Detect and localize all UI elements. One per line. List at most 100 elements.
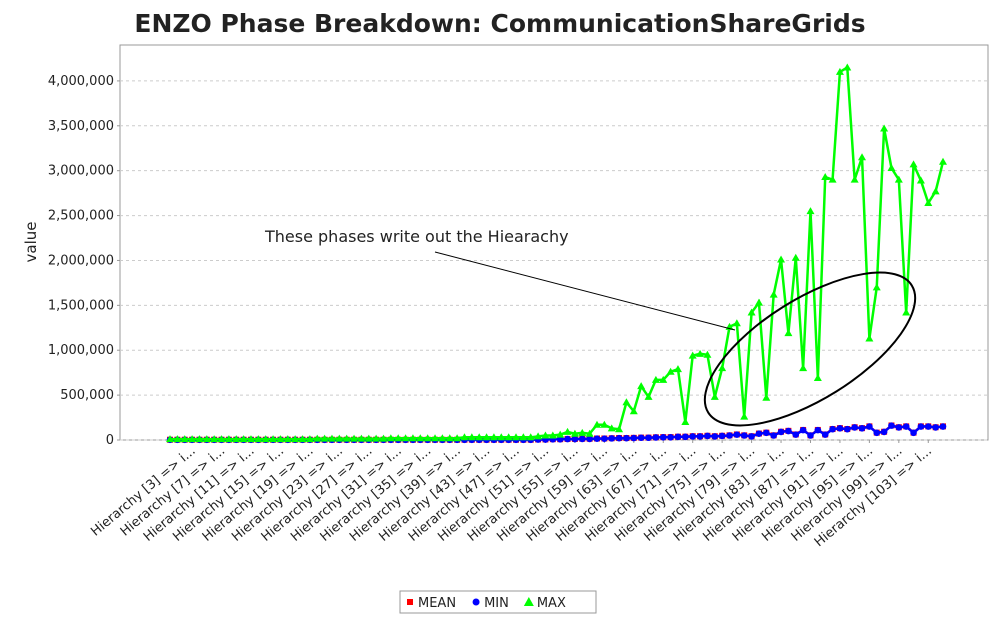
point [836,425,844,432]
point [784,329,793,337]
point [438,434,447,442]
point [666,367,675,375]
point [880,428,888,436]
legend-marker [407,599,413,605]
point [740,412,749,420]
y-tick-label: 500,000 [60,388,114,403]
point [726,432,733,439]
point [254,435,263,443]
point [578,428,587,436]
point [541,431,550,439]
point [718,364,727,372]
y-tick-label: 2,500,000 [48,209,114,224]
point [799,426,807,434]
point [873,429,881,437]
point [939,423,947,430]
point [732,319,741,327]
point [195,435,204,443]
point [821,431,829,438]
point [475,433,484,441]
point [489,433,498,441]
point [526,433,535,441]
point [423,434,432,442]
y-tick-label: 3,000,000 [48,164,114,179]
point [755,430,763,438]
point [239,435,248,443]
point [785,427,792,435]
legend-marker [523,597,534,606]
point [865,334,874,342]
point [431,434,440,442]
legend: MEAN MIN MAX [407,596,566,611]
point [592,420,601,428]
legend-label: MIN [484,596,509,611]
plot-area [119,44,989,441]
point [902,423,910,430]
point [629,407,638,415]
point [350,434,359,442]
annotation-ellipse [703,271,917,427]
point [578,435,586,443]
point [682,433,689,441]
point [762,393,771,401]
point [607,424,616,432]
point [902,308,911,316]
point [564,435,571,443]
point [394,434,403,442]
point [224,435,233,443]
y-tick-label: 1,500,000 [48,298,114,313]
point [570,429,579,437]
point [512,433,521,441]
point [188,435,197,443]
point [835,67,844,75]
point [460,433,469,441]
y-tick-label: 1,000,000 [48,343,114,358]
point [586,435,593,443]
point [644,392,653,400]
point [210,435,219,443]
point [386,434,395,442]
point [269,435,278,443]
point [681,418,690,426]
point [813,374,822,382]
point [674,433,682,441]
point [482,433,491,441]
point [335,434,344,442]
legend-label: MEAN [418,596,456,611]
point [276,435,285,443]
point [357,434,366,442]
point [217,435,226,443]
point [593,435,601,442]
point [291,435,300,443]
point [777,255,786,263]
point [652,434,660,441]
point [814,426,822,434]
y-axis-label: value [22,222,40,263]
point [740,432,748,439]
point [850,175,859,183]
annotation: These phases write out the Hiearachy [264,227,569,246]
point [637,382,646,390]
point [166,435,174,443]
point [548,431,557,439]
point [659,434,667,441]
y-tick-label: 2,000,000 [48,253,114,268]
point [851,424,858,431]
point [659,375,668,383]
point [615,425,624,433]
legend-box [399,590,597,614]
point [917,423,925,430]
point [401,434,410,442]
point [534,432,543,440]
point [416,434,425,442]
point [623,434,630,442]
point [696,349,705,357]
point [769,290,778,298]
point [888,422,895,429]
point [467,433,476,441]
point [342,434,351,442]
point [585,429,594,437]
point [298,435,307,443]
point [872,283,881,291]
